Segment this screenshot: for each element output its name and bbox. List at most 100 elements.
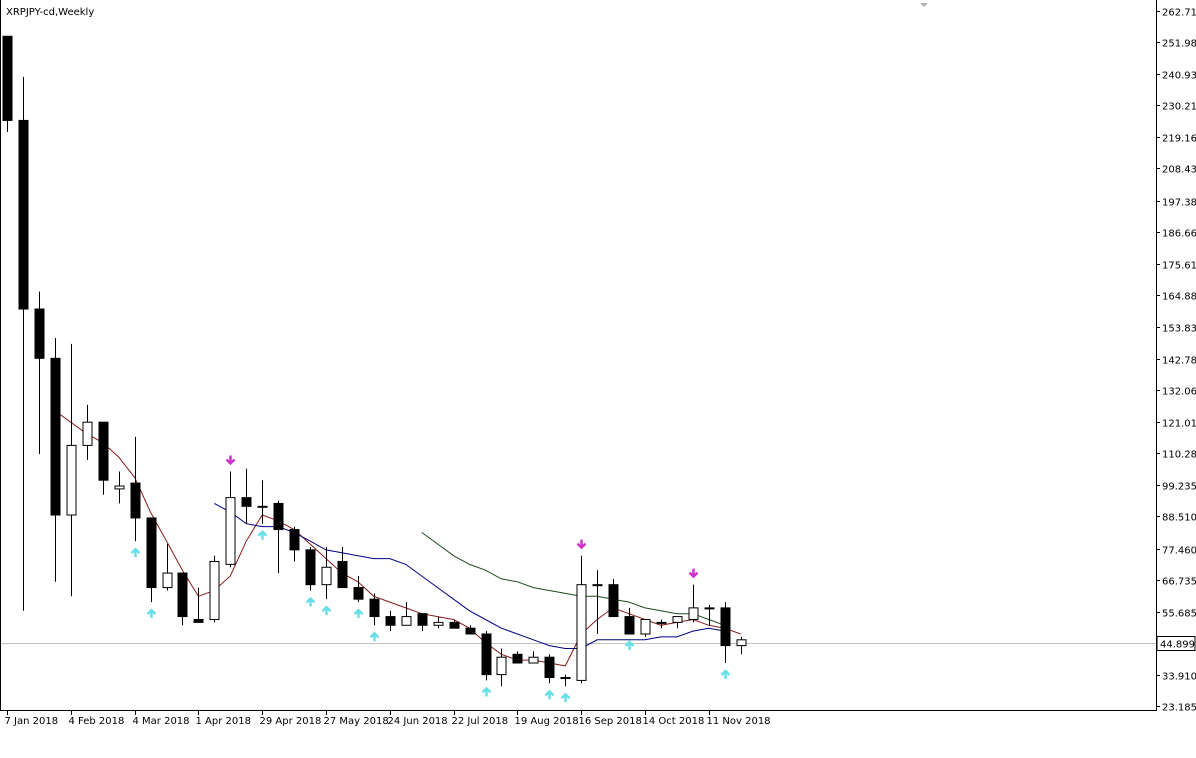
candle-body-bull (433, 621, 444, 626)
fractal-up-arrow-icon-head (720, 669, 731, 676)
y-tick-label: 88.510 (1162, 513, 1196, 524)
candle (369, 593, 380, 626)
x-tick-label: 22 Jul 2018 (452, 716, 509, 727)
candle (18, 76, 29, 611)
candle-body-bear (337, 560, 348, 589)
y-tick-label: 262.710 (1162, 8, 1196, 19)
candle (544, 654, 555, 684)
candle-body-bull (528, 656, 539, 664)
candle (433, 616, 444, 629)
y-tick-label: 142.785 (1162, 356, 1196, 367)
candle-body-bear (2, 35, 13, 121)
candle (385, 610, 396, 632)
fractal-up-arrow-icon (257, 530, 268, 540)
candle-body-bear (449, 621, 460, 629)
candle-body-bear (146, 517, 157, 589)
current-price-box (1156, 636, 1196, 651)
fractal-up-arrow-icon (146, 608, 157, 619)
candle-body-bear (720, 607, 731, 647)
candle-body-bear (481, 633, 492, 676)
y-tick-label: 153.835 (1162, 324, 1196, 335)
candle (225, 471, 236, 568)
candle (2, 35, 13, 133)
y-tick-label: 121.010 (1162, 419, 1196, 430)
candle-body-bear (50, 357, 61, 516)
x-tick-label: 29 Apr 2018 (260, 716, 322, 727)
scroll-marker-icon[interactable] (920, 3, 928, 7)
candle-body-bull (401, 616, 412, 626)
candle (656, 619, 667, 629)
candle-body-bear (34, 308, 45, 359)
y-tick-label: 197.385 (1162, 198, 1196, 209)
candle (688, 584, 699, 623)
candle-body-bull (82, 421, 93, 446)
candle (640, 618, 651, 637)
candle-body-bear (624, 616, 635, 635)
fractal-up-arrow-icon-head (305, 597, 316, 604)
x-tick-label: 24 Jun 2018 (388, 716, 448, 727)
fractal-up-arrow-icon (321, 605, 332, 616)
candle (209, 555, 220, 623)
fractal-down-arrow-icon-head (688, 571, 699, 578)
candle-body-bull (496, 656, 507, 676)
candle-body-bear (369, 598, 380, 618)
y-tick-label: 240.935 (1162, 71, 1196, 82)
candle (560, 674, 571, 687)
y-tick-label: 219.160 (1162, 134, 1196, 145)
current-price-label: 44.899 (1160, 640, 1195, 651)
ma-slow-line (421, 531, 725, 626)
candle (720, 602, 731, 664)
candle-body-bear (177, 572, 188, 618)
fractal-up-arrow-icon (624, 640, 635, 650)
candle-body-bear (656, 621, 667, 624)
y-tick-label: 99.235 (1162, 482, 1196, 493)
candle (449, 619, 460, 629)
candle-body-bear (704, 607, 715, 610)
y-tick-label: 230.210 (1162, 102, 1196, 113)
candle-body-bear (305, 549, 316, 586)
x-tick-label: 7 Jan 2018 (5, 716, 59, 727)
candle (146, 517, 157, 603)
fractal-down-arrow-icon-head (225, 458, 236, 465)
candle-body-bear (257, 505, 268, 508)
x-tick-label: 4 Feb 2018 (69, 716, 125, 727)
fractal-up-arrow-icon-head (560, 692, 571, 700)
candle-body-bull (736, 639, 747, 647)
candle (401, 602, 412, 626)
candle (114, 471, 125, 504)
candle-body-bear (130, 482, 141, 519)
x-axis-ticks: 7 Jan 2018 4 Feb 2018 4 Mar 2018 1 Apr 2018… (5, 710, 771, 727)
fractal-up-arrow-icon (544, 690, 555, 700)
candle (592, 570, 603, 634)
candle (481, 631, 492, 681)
y-tick-label: 33.910 (1162, 672, 1196, 683)
candle-body-bear (273, 502, 284, 531)
fractal-up-arrow-icon-head (544, 690, 555, 697)
x-tick-label: 14 Oct 2018 (643, 716, 705, 727)
fractal-up-arrow-icon-head (257, 530, 268, 537)
candle-body-bear (560, 677, 571, 680)
x-tick-label: 16 Sep 2018 (579, 716, 642, 727)
candle (66, 343, 77, 597)
y-tick-label: 77.460 (1162, 546, 1196, 557)
fractal-down-arrow-icon (688, 568, 699, 578)
fractal-up-arrow-icon-head (369, 632, 380, 639)
candle-body-bull (640, 618, 651, 635)
y-tick-label: 55.685 (1162, 609, 1196, 620)
fractal-up-arrow-icon (720, 669, 731, 680)
fractal-up-arrow-icon (481, 687, 492, 697)
fractal-up-arrow-icon-head (624, 640, 635, 647)
candle-body-bear (353, 587, 364, 600)
y-tick-label: 23.185 (1162, 703, 1196, 714)
candle (273, 500, 284, 574)
fractal-up-arrow-icon-head (130, 547, 141, 555)
candle (130, 436, 141, 542)
candle (608, 578, 619, 618)
candle (576, 555, 587, 684)
candle (496, 648, 507, 687)
x-tick-label: 19 Aug 2018 (515, 716, 579, 727)
candle-body-bull (162, 572, 173, 589)
x-tick-label: 11 Nov 2018 (707, 716, 771, 727)
fractal-arrows (130, 455, 731, 703)
